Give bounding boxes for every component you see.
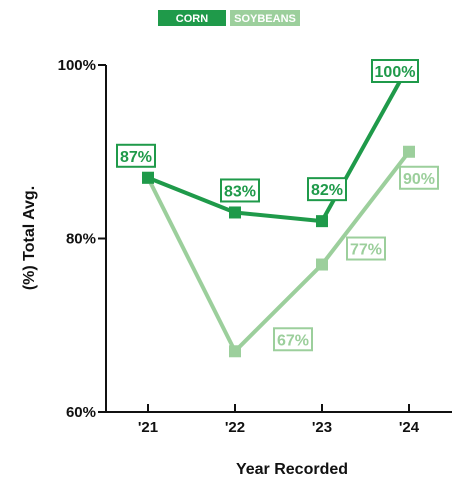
- x-axis-title: Year Recorded: [236, 461, 348, 478]
- data-label-text: 67%: [277, 332, 309, 349]
- data-label-soybeans: 90%: [399, 165, 439, 190]
- data-label-corn: 87%: [116, 143, 156, 168]
- data-point-soybeans: [403, 145, 415, 158]
- legend-swatch-soybeans: [230, 10, 300, 26]
- data-label-text: 77%: [350, 242, 382, 259]
- data-point-corn: [142, 171, 154, 184]
- data-label-text: 83%: [224, 183, 256, 200]
- legend: CORN SOYBEANS: [158, 10, 300, 26]
- series-line-soybeans: [146, 149, 411, 354]
- data-label-box: [307, 177, 347, 202]
- y-tick-label: 60%: [66, 404, 96, 421]
- data-label-soybeans: 67%: [273, 327, 313, 352]
- x-tick-label: '21: [138, 419, 158, 436]
- data-point-corn: [316, 215, 328, 228]
- legend-item-soybeans: SOYBEANS: [230, 10, 300, 26]
- y-tick-label: 80%: [66, 231, 96, 248]
- y-axis-title: (%) Total Avg.: [21, 186, 38, 290]
- data-label-box: [116, 143, 156, 168]
- data-label-box: [346, 236, 386, 261]
- x-axis-ticks: '21 '22 '23 '24: [138, 404, 420, 436]
- data-point-soybeans: [316, 258, 328, 271]
- data-label-box: [399, 165, 439, 190]
- data-label-box: [273, 327, 313, 352]
- series-corn: [142, 59, 415, 228]
- y-axis-ticks: 60% 80% 100%: [58, 57, 106, 421]
- data-label-box: [220, 178, 260, 203]
- y-tick-label: 100%: [58, 57, 96, 74]
- data-label-text: 90%: [403, 171, 435, 188]
- data-label-text: 87%: [120, 149, 152, 166]
- legend-swatch-corn: [158, 10, 226, 26]
- data-label-soybeans: 77%: [346, 236, 386, 261]
- data-point-soybeans: [229, 345, 241, 358]
- data-label-text: 82%: [311, 182, 343, 199]
- data-label-corn: 82%: [307, 177, 347, 202]
- series-line-corn: [146, 63, 411, 224]
- data-label-corn: 83%: [220, 178, 260, 203]
- data-label-text: 100%: [375, 64, 416, 81]
- data-label-box: [371, 59, 419, 83]
- legend-label-corn: CORN: [176, 13, 208, 25]
- data-label-corn: 100%: [371, 59, 419, 83]
- x-tick-label: '22: [225, 419, 245, 436]
- data-labels: 87% 83% 82% 100% 67% 77% 90%: [116, 59, 439, 352]
- x-tick-label: '24: [399, 419, 420, 436]
- legend-label-soybeans: SOYBEANS: [234, 13, 296, 25]
- legend-item-corn: CORN: [158, 10, 226, 26]
- axes: [105, 65, 452, 413]
- x-tick-label: '23: [312, 419, 332, 436]
- data-point-corn: [229, 206, 241, 219]
